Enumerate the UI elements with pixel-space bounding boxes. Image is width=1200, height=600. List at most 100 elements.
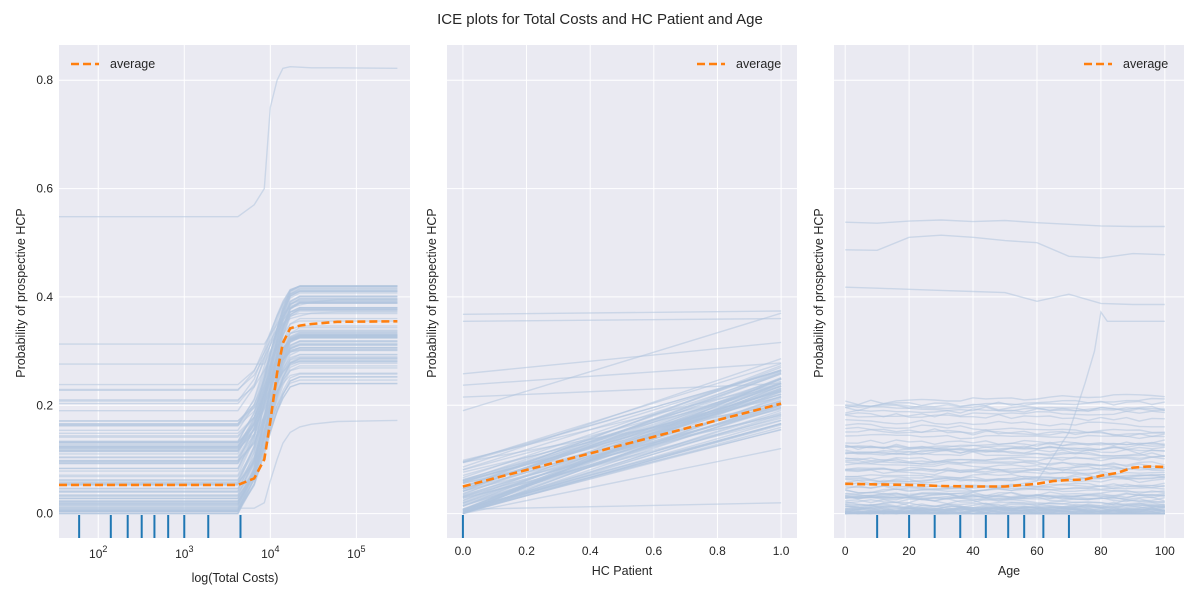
ice-lines xyxy=(462,310,782,515)
ice-line xyxy=(59,298,398,345)
x-tick-label: 0.6 xyxy=(645,544,662,558)
ice-line xyxy=(462,373,782,495)
ice-line xyxy=(845,465,1165,472)
ice-line xyxy=(845,393,1165,406)
ice-line xyxy=(845,476,1165,484)
ice-line xyxy=(845,410,1165,418)
ice-line xyxy=(462,362,782,386)
ice-line xyxy=(845,460,1165,467)
ice-line xyxy=(59,302,398,512)
ice-line xyxy=(845,441,1165,449)
ice-line xyxy=(59,330,398,401)
ice-plot-hc-patient: 0.0 0.2 0.4 0.6 0.8 1.0 average xyxy=(447,45,797,558)
ice-line xyxy=(845,286,1165,306)
ice-line xyxy=(845,491,1165,498)
ice-line xyxy=(845,489,1165,499)
ice-line xyxy=(59,65,398,218)
legend-label-average: average xyxy=(110,57,155,71)
ice-line xyxy=(462,369,782,479)
legend: average xyxy=(1084,57,1168,71)
x-tick-label: 100 xyxy=(1155,544,1175,558)
ice-line xyxy=(845,397,1165,409)
ice-line xyxy=(845,502,1165,514)
legend: average xyxy=(697,57,781,71)
ice-line xyxy=(845,457,1165,468)
x-tick-label: 0.0 xyxy=(455,544,472,558)
ice-line xyxy=(462,378,782,514)
ice-line xyxy=(845,456,1165,463)
ice-line xyxy=(845,219,1165,228)
figure-title: ICE plots for Total Costs and HC Patient… xyxy=(437,11,763,28)
x-tick-label: 60 xyxy=(1030,544,1044,558)
ice-plot-age: 0 20 40 60 80 100 average xyxy=(834,45,1184,558)
x-tick-label: 0.8 xyxy=(709,544,726,558)
ice-line xyxy=(845,485,1165,494)
ice-line xyxy=(59,285,398,463)
ice-line xyxy=(845,412,1165,422)
x-tick-label: 0.4 xyxy=(582,544,599,558)
ice-line xyxy=(462,373,782,488)
ice-line xyxy=(462,341,782,375)
x-axis-label-total-costs: log(Total Costs) xyxy=(192,571,279,585)
average-line xyxy=(59,320,398,487)
ice-line xyxy=(59,419,398,509)
ice-line xyxy=(845,234,1165,259)
ice-line xyxy=(845,445,1165,458)
ice-line xyxy=(59,287,398,492)
ice-line xyxy=(462,393,782,493)
x-tick-label: 105 xyxy=(347,544,365,561)
y-axis-label-age: Probability of prospective HCP xyxy=(812,208,826,378)
ice-line xyxy=(462,447,782,515)
legend: average xyxy=(71,57,155,71)
legend-label-average: average xyxy=(736,57,781,71)
x-tick-label: 104 xyxy=(261,544,279,561)
ice-line xyxy=(845,439,1165,446)
y-tick-label: 0.6 xyxy=(36,182,53,196)
x-tick-label: 103 xyxy=(175,544,193,561)
ice-line xyxy=(845,419,1165,428)
ice-line xyxy=(59,290,398,391)
ice-line xyxy=(845,508,1165,515)
average-line xyxy=(845,465,1165,488)
ice-line xyxy=(462,399,782,504)
ice-plot-total-costs: 0.0 0.2 0.4 0.6 0.8 102 103 104 105 average xyxy=(36,45,410,561)
ice-line xyxy=(462,384,782,471)
x-tick-label: 0.2 xyxy=(518,544,535,558)
ice-line xyxy=(845,428,1165,438)
ice-line xyxy=(845,498,1165,507)
ice-line xyxy=(845,482,1165,488)
x-axis-label-age: Age xyxy=(998,564,1020,578)
ice-lines xyxy=(844,219,1166,515)
ice-line xyxy=(845,422,1165,434)
legend-label-average: average xyxy=(1123,57,1168,71)
ice-line xyxy=(462,383,782,461)
x-tick-label: 102 xyxy=(89,544,107,561)
ice-line xyxy=(845,405,1166,414)
y-tick-label: 0.8 xyxy=(36,73,53,87)
ice-line xyxy=(59,337,398,443)
ice-line xyxy=(462,317,782,322)
rug-marks xyxy=(78,515,242,538)
ice-line xyxy=(845,310,1165,499)
x-tick-label: 40 xyxy=(966,544,980,558)
y-tick-label: 0.2 xyxy=(36,398,53,412)
ice-line xyxy=(845,444,1165,456)
ice-line xyxy=(845,501,1165,511)
x-tick-label: 0 xyxy=(842,544,849,558)
y-tick-label: 0.4 xyxy=(36,290,53,304)
y-axis-label-total-costs: Probability of prospective HCP xyxy=(14,208,28,378)
ice-line xyxy=(845,494,1165,500)
y-tick-label: 0.0 xyxy=(36,507,53,521)
ice-line xyxy=(59,311,398,365)
ice-line xyxy=(845,462,1165,470)
ice-line xyxy=(462,423,782,514)
x-tick-label: 80 xyxy=(1094,544,1108,558)
ice-line xyxy=(845,433,1165,440)
rug-marks xyxy=(876,515,1070,538)
x-axis-label-hc-patient: HC Patient xyxy=(592,564,653,578)
ice-line xyxy=(462,429,782,510)
ice-line xyxy=(462,502,782,510)
x-tick-label: 1.0 xyxy=(773,544,790,558)
ice-line xyxy=(462,382,782,398)
